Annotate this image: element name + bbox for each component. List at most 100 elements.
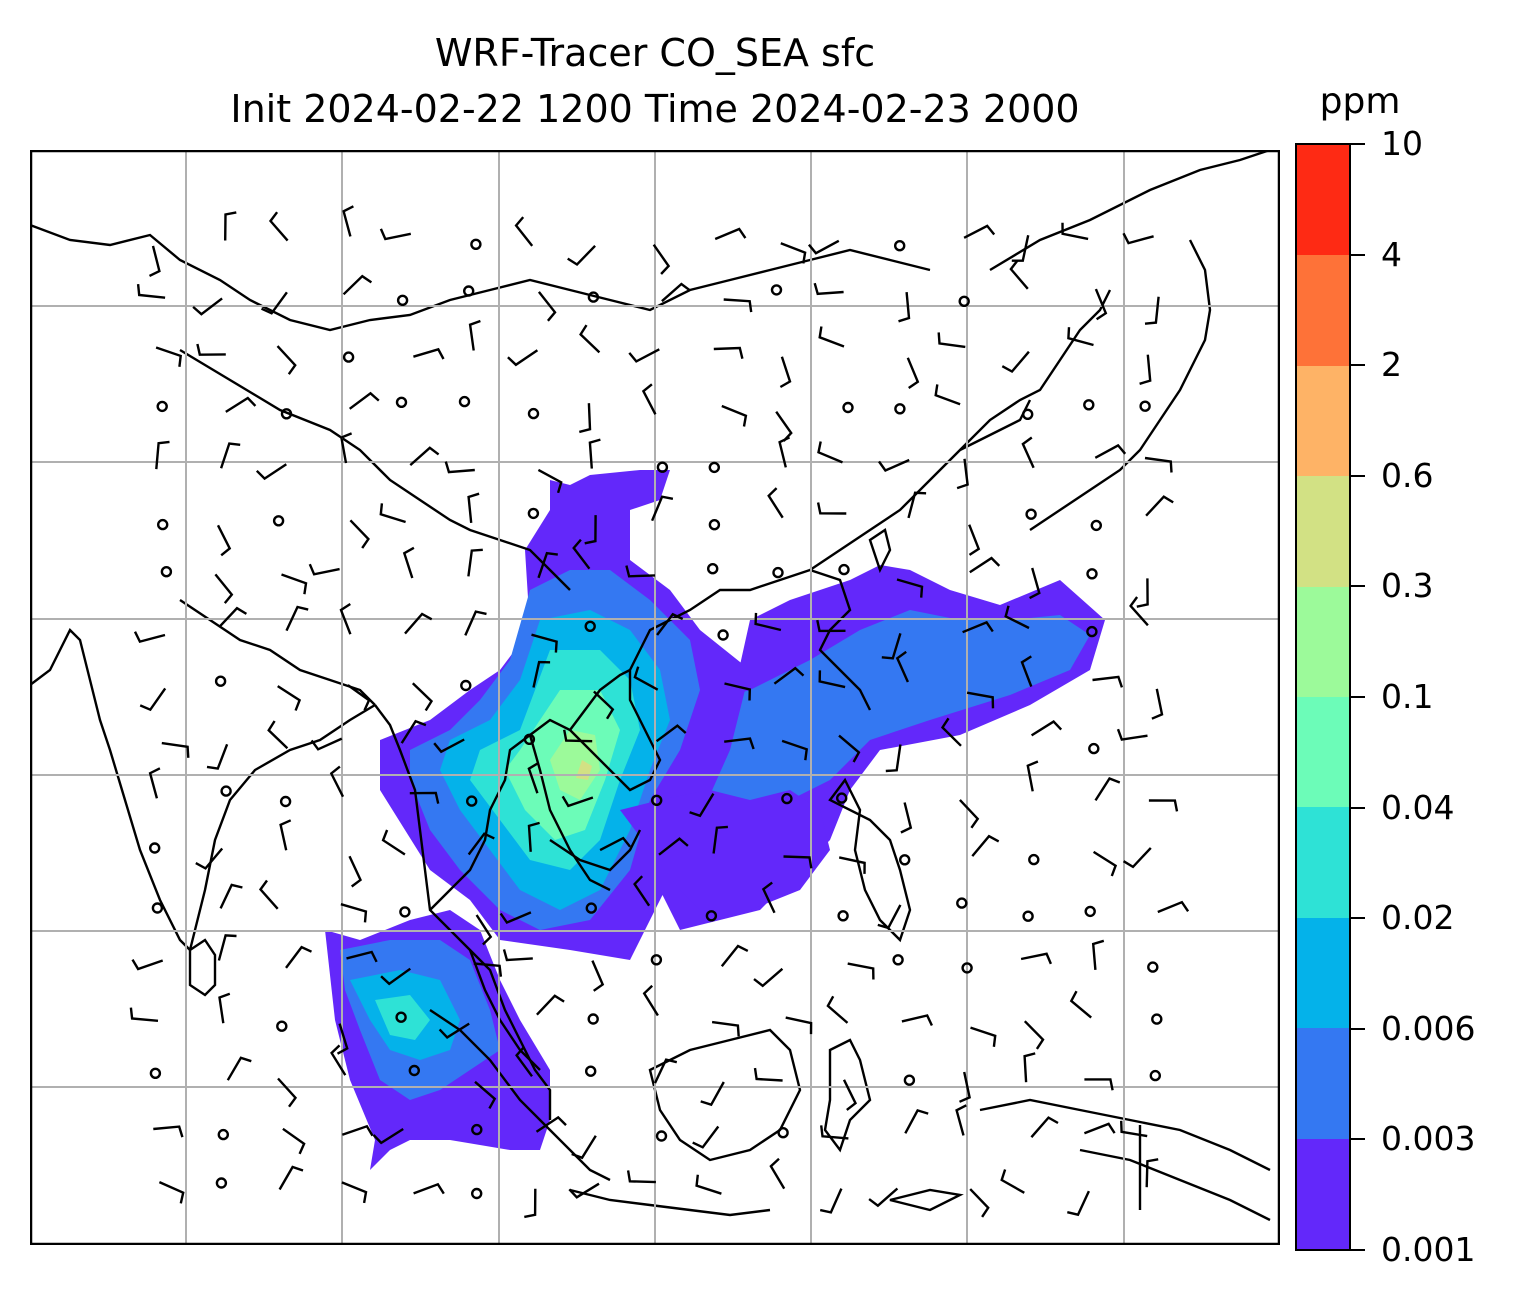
wind-barb bbox=[219, 442, 241, 469]
calm-wind-circle bbox=[342, 351, 355, 363]
wind-barb bbox=[1069, 990, 1092, 1019]
wind-barb bbox=[826, 995, 849, 1024]
wind-barb bbox=[567, 244, 596, 267]
wind-barb bbox=[767, 487, 784, 519]
wind-barb bbox=[268, 211, 289, 242]
colorbar-tick-mark bbox=[1351, 806, 1365, 809]
wind-barb bbox=[641, 383, 657, 415]
wind-barb bbox=[628, 348, 660, 363]
wind-barb bbox=[1084, 1078, 1114, 1091]
wind-barb bbox=[216, 524, 232, 557]
wind-barb bbox=[346, 950, 378, 963]
wind-barb bbox=[901, 1014, 933, 1027]
colorbar-tick-label: 4 bbox=[1381, 234, 1402, 274]
colorbar-tick-label: 0.02 bbox=[1381, 898, 1455, 938]
wind-barb bbox=[868, 1187, 899, 1208]
wind-barb bbox=[842, 1079, 858, 1111]
wind-barb bbox=[372, 1127, 404, 1145]
calm-wind-circle bbox=[395, 396, 408, 409]
calm-wind-circle bbox=[585, 1065, 597, 1077]
wind-barb bbox=[1116, 728, 1148, 741]
wind-barb bbox=[502, 949, 533, 962]
border-laos bbox=[569, 668, 631, 731]
wind-barb bbox=[527, 761, 540, 794]
map-panel bbox=[30, 150, 1280, 1245]
coastline-india bbox=[30, 627, 376, 953]
wind-barb bbox=[633, 666, 659, 691]
wind-barb bbox=[568, 1182, 600, 1199]
calm-wind-circle bbox=[958, 295, 970, 308]
wind-barb bbox=[1151, 688, 1164, 720]
colorbar-tick-label: 0.001 bbox=[1381, 1230, 1476, 1269]
calm-wind-circle bbox=[1083, 399, 1095, 411]
coastline-japan bbox=[1029, 239, 1212, 531]
wind-barb bbox=[348, 855, 362, 888]
wind-barb bbox=[652, 244, 671, 275]
colorbar-tick-mark bbox=[1351, 364, 1365, 367]
wind-barb bbox=[347, 684, 371, 711]
wind-barb bbox=[267, 720, 289, 750]
wind-barb bbox=[1021, 436, 1035, 469]
wind-barb bbox=[572, 538, 591, 570]
wind-barb bbox=[255, 463, 287, 481]
wind-barb bbox=[330, 1044, 347, 1076]
wind-barb bbox=[285, 605, 309, 632]
wind-barb bbox=[969, 1188, 990, 1218]
calm-wind-circle bbox=[708, 461, 720, 474]
colorbar-segment-8 bbox=[1297, 255, 1349, 366]
wind-barb bbox=[653, 1058, 678, 1084]
calm-wind-circle bbox=[770, 284, 783, 296]
calm-wind-circle bbox=[523, 733, 536, 745]
calm-wind-circle bbox=[772, 566, 784, 579]
calm-wind-circle bbox=[399, 906, 411, 918]
wind-barb bbox=[878, 458, 910, 472]
wind-barb bbox=[148, 767, 161, 799]
wind-barb bbox=[1001, 350, 1030, 374]
wind-barb bbox=[277, 1077, 298, 1108]
calm-wind-circle bbox=[956, 897, 968, 909]
wind-barb bbox=[1157, 900, 1190, 914]
wind-barb bbox=[1030, 1116, 1059, 1138]
calm-wind-circle bbox=[903, 1074, 916, 1086]
wind-barb bbox=[537, 551, 558, 579]
wind-barb bbox=[724, 682, 752, 701]
wind-barb bbox=[959, 1071, 971, 1103]
calm-wind-circle bbox=[214, 675, 227, 687]
wind-barb bbox=[464, 610, 487, 636]
wind-barb bbox=[1120, 1120, 1148, 1138]
wind-barb bbox=[963, 224, 996, 239]
calm-wind-circle bbox=[587, 291, 600, 303]
calm-wind-circle bbox=[408, 1064, 420, 1077]
wind-barb bbox=[895, 650, 909, 683]
calm-wind-circle bbox=[717, 629, 729, 641]
wind-barb bbox=[281, 573, 308, 595]
wind-barb bbox=[780, 242, 807, 264]
calm-wind-circle bbox=[160, 566, 173, 578]
colorbar-segment-1 bbox=[1297, 1028, 1349, 1139]
wind-barb bbox=[900, 802, 913, 834]
colorbar-segment-2 bbox=[1297, 917, 1349, 1029]
wind-barb bbox=[689, 792, 715, 818]
wind-barb bbox=[720, 944, 749, 968]
calm-wind-circle bbox=[1086, 625, 1098, 638]
wind-barb bbox=[379, 228, 412, 241]
coastline-sulawesi bbox=[823, 1038, 872, 1153]
wind-barb bbox=[1020, 655, 1033, 688]
wind-barb bbox=[467, 832, 495, 856]
wind-barb bbox=[349, 519, 370, 549]
wind-barb bbox=[1083, 1122, 1116, 1135]
calm-wind-circle bbox=[463, 285, 475, 297]
coastlines bbox=[30, 150, 1271, 1222]
wind-barb bbox=[276, 345, 297, 375]
colorbar-segment-4 bbox=[1297, 696, 1349, 808]
wind-barb bbox=[535, 1115, 567, 1133]
wind-barb bbox=[579, 403, 592, 434]
coastline-taiwan bbox=[868, 528, 892, 574]
map-frame bbox=[30, 150, 1280, 1245]
wind-barb bbox=[158, 1181, 185, 1204]
wind-barb bbox=[527, 821, 540, 852]
wind-barb bbox=[139, 687, 167, 712]
plume-scs-patch bbox=[620, 790, 830, 920]
wind-barb bbox=[721, 404, 748, 427]
wind-barb bbox=[1067, 327, 1094, 347]
